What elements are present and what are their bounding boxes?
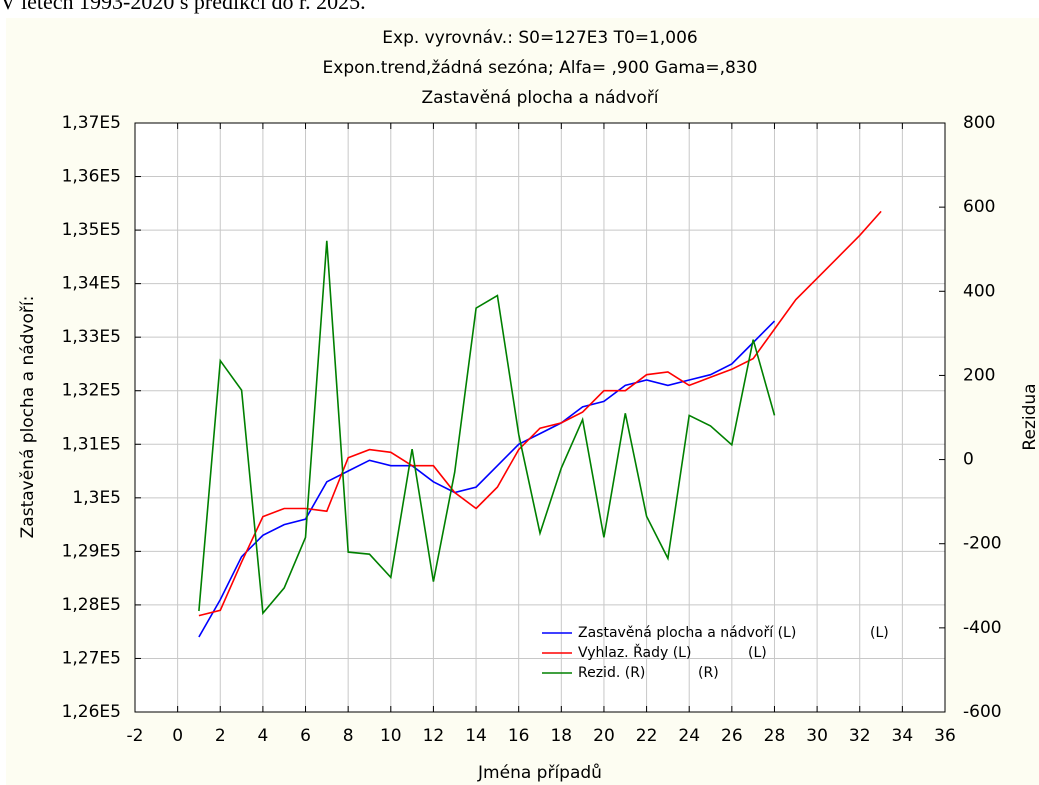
y2-tick-label: -200	[963, 534, 1002, 554]
y-tick-label: 1,26E5	[62, 702, 121, 722]
y-tick-label: 1,27E5	[62, 648, 121, 668]
legend-label: Rezid. (R)	[578, 665, 645, 681]
caption: V letech 1993-2020 s predikcí do r. 2025…	[0, 0, 366, 14]
x-tick-label: 26	[721, 726, 743, 746]
legend-axis-tag: (L)	[748, 645, 767, 661]
y2-axis-label: Rezidua	[1020, 383, 1039, 450]
x-tick-label: 8	[343, 726, 354, 746]
y-tick-label: 1,37E5	[62, 113, 121, 133]
x-tick-label: 12	[423, 726, 445, 746]
x-axis-label: Jména případů	[477, 763, 602, 783]
y2-tick-label: 600	[963, 197, 995, 217]
x-tick-label: 34	[892, 726, 914, 746]
y2-tick-label: -600	[963, 702, 1002, 722]
x-tick-label: 2	[215, 726, 226, 746]
y-tick-label: 1,35E5	[62, 220, 121, 240]
y2-tick-label: 400	[963, 281, 995, 301]
y-tick-label: 1,29E5	[62, 541, 121, 561]
y2-tick-label: 0	[963, 450, 974, 470]
legend-axis-tag: (R)	[698, 665, 719, 681]
x-tick-label: -2	[127, 726, 144, 746]
y2-tick-label: -400	[963, 618, 1002, 638]
series-line	[198, 240, 776, 616]
y-tick-label: 1,31E5	[62, 434, 121, 454]
chart-title: Exp. vyrovnáv.: S0=127E3 T0=1,006	[382, 28, 697, 48]
x-tick-label: 30	[806, 726, 828, 746]
legend-axis-tag: (L)	[870, 625, 889, 641]
series-line	[198, 320, 776, 638]
x-tick-label: 20	[593, 726, 615, 746]
x-tick-label: 14	[465, 726, 487, 746]
x-tick-label: 6	[300, 726, 311, 746]
x-tick-label: 36	[934, 726, 956, 746]
x-tick-label: 4	[257, 726, 268, 746]
x-tick-label: 32	[849, 726, 871, 746]
y2-tick-label: 800	[963, 113, 995, 133]
y-tick-label: 1,34E5	[62, 274, 121, 294]
legend-label: Zastavěná plocha a nádvoří (L)	[578, 625, 796, 641]
chart-subtitle: Zastavěná plocha a nádvoří	[422, 88, 660, 108]
x-tick-label: 10	[380, 726, 402, 746]
y-tick-label: 1,33E5	[62, 327, 121, 347]
y-axis-label: Zastavěná plocha a nádvoří:	[18, 296, 38, 539]
series-line	[198, 210, 882, 617]
chart-subtitle: Expon.trend,žádná sezóna; Alfa= ,900 Gam…	[323, 58, 758, 78]
y-tick-label: 1,28E5	[62, 595, 121, 615]
y2-tick-label: 200	[963, 365, 995, 385]
x-tick-label: 24	[678, 726, 700, 746]
x-tick-label: 22	[636, 726, 658, 746]
plot-frame	[134, 122, 946, 713]
x-tick-label: 0	[172, 726, 183, 746]
x-tick-label: 16	[508, 726, 530, 746]
x-tick-label: 18	[550, 726, 572, 746]
y-tick-label: 1,3E5	[72, 488, 121, 508]
x-tick-label: 28	[764, 726, 786, 746]
legend-label: Vyhlaz. Řady (L)	[578, 644, 691, 661]
plot-area	[135, 123, 945, 712]
y-tick-label: 1,36E5	[62, 167, 121, 187]
y-tick-label: 1,32E5	[62, 381, 121, 401]
